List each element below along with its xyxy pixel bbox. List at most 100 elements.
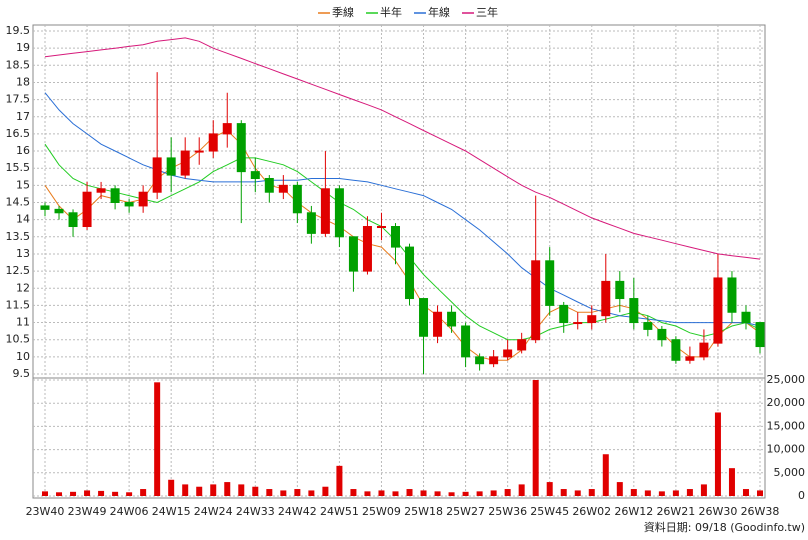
volume-bar xyxy=(154,382,161,496)
candle-body xyxy=(222,123,232,135)
y-tick-label: 14 xyxy=(16,213,30,226)
volume-bar xyxy=(336,465,343,496)
volume-bar xyxy=(266,489,273,496)
volume-bar xyxy=(420,490,427,496)
volume-bar xyxy=(560,489,567,496)
candle-body xyxy=(461,325,471,358)
y-tick-label: 15 xyxy=(16,178,30,191)
volume-bar xyxy=(448,492,455,496)
candle-body xyxy=(405,246,415,300)
volume-bar xyxy=(462,491,469,496)
candle-body xyxy=(545,260,555,306)
volume-bar xyxy=(588,489,595,496)
y2-tick-label: 0 xyxy=(798,489,805,502)
x-tick-label: 26W21 xyxy=(656,505,695,518)
volume-bar xyxy=(532,380,539,496)
candle-body xyxy=(489,356,499,365)
y-tick-label: 19.5 xyxy=(6,24,31,37)
y-tick-label: 17.5 xyxy=(6,93,31,106)
volume-bar xyxy=(182,484,189,496)
candle-body xyxy=(643,322,653,330)
candle-body xyxy=(152,157,162,193)
volume-bar xyxy=(364,491,371,496)
candle-body xyxy=(40,205,50,210)
x-tick-label: 25W09 xyxy=(362,505,401,518)
candle-body xyxy=(110,188,120,203)
y-tick-label: 12 xyxy=(16,281,30,294)
candle-body xyxy=(320,188,330,234)
candle-body xyxy=(741,311,751,324)
candle-body xyxy=(503,349,513,358)
candle-body xyxy=(348,236,358,272)
x-tick-label: 26W30 xyxy=(699,505,738,518)
volume-bar xyxy=(42,491,48,496)
x-tick-label: 26W12 xyxy=(614,505,653,518)
volume-bar xyxy=(322,486,329,496)
volume-frame xyxy=(32,377,766,499)
candle-body xyxy=(68,212,78,228)
volume-bar xyxy=(294,489,301,496)
volume-bar xyxy=(350,489,357,496)
volume-bar xyxy=(140,489,147,496)
x-tick-label: 23W40 xyxy=(26,505,65,518)
candle-body xyxy=(96,188,106,193)
candle-body xyxy=(166,157,176,176)
candle-body xyxy=(559,304,569,324)
y-tick-label: 17 xyxy=(16,110,30,123)
y-tick-label: 14.5 xyxy=(6,196,31,209)
y2-tick-label: 5,000 xyxy=(774,466,806,479)
volume-bar xyxy=(280,490,287,496)
y-tick-label: 9.5 xyxy=(13,367,31,380)
y-tick-label: 15.5 xyxy=(6,161,31,174)
volume-bar xyxy=(490,490,497,496)
y2-tick-label: 20,000 xyxy=(767,396,806,409)
candle-body xyxy=(433,311,443,337)
volume-bar xyxy=(518,484,525,496)
volume-bar xyxy=(56,492,63,496)
volume-bar xyxy=(224,482,231,496)
volume-bar xyxy=(238,484,245,496)
candle-body xyxy=(292,184,302,214)
candle-body xyxy=(615,280,625,300)
x-tick-label: 24W33 xyxy=(236,505,275,518)
candle-body xyxy=(54,208,64,214)
candle-body xyxy=(713,277,723,344)
x-tick-label: 25W27 xyxy=(446,505,485,518)
candle-body xyxy=(727,277,737,313)
ma-line xyxy=(44,37,761,260)
volume-bar xyxy=(757,490,763,496)
candle-body xyxy=(376,226,386,229)
candle-body xyxy=(671,339,681,361)
x-tick-label: 26W02 xyxy=(572,505,611,518)
candle-body xyxy=(334,188,344,238)
volume-bar xyxy=(70,491,77,496)
candle-body xyxy=(124,202,134,207)
volume-bar xyxy=(602,454,609,496)
candle-body xyxy=(699,342,709,358)
volume-bar xyxy=(98,490,105,496)
y-tick-label: 13 xyxy=(16,247,30,260)
candle-body xyxy=(306,212,316,234)
volume-bar xyxy=(686,489,693,496)
volume-bar xyxy=(392,491,399,496)
y-tick-label: 16 xyxy=(16,144,30,157)
y-tick-label: 13.5 xyxy=(6,230,31,243)
volume-bar xyxy=(252,486,259,496)
candle-body xyxy=(180,150,190,176)
candle-body xyxy=(587,315,597,324)
volume-bar xyxy=(308,490,315,496)
volume-bar xyxy=(476,491,483,496)
legend-label: 年線 xyxy=(428,5,450,19)
x-tick-label: 24W24 xyxy=(194,505,233,518)
volume-bar xyxy=(728,468,735,496)
candle-body xyxy=(419,298,429,337)
candle-body xyxy=(236,123,246,173)
y2-tick-label: 10,000 xyxy=(767,443,806,456)
volume-bar xyxy=(406,489,413,496)
x-tick-label: 25W18 xyxy=(404,505,443,518)
ma-line xyxy=(44,129,761,361)
volume-bar xyxy=(168,479,175,496)
volume-bar xyxy=(574,490,581,496)
y-tick-label: 11.5 xyxy=(6,298,31,311)
